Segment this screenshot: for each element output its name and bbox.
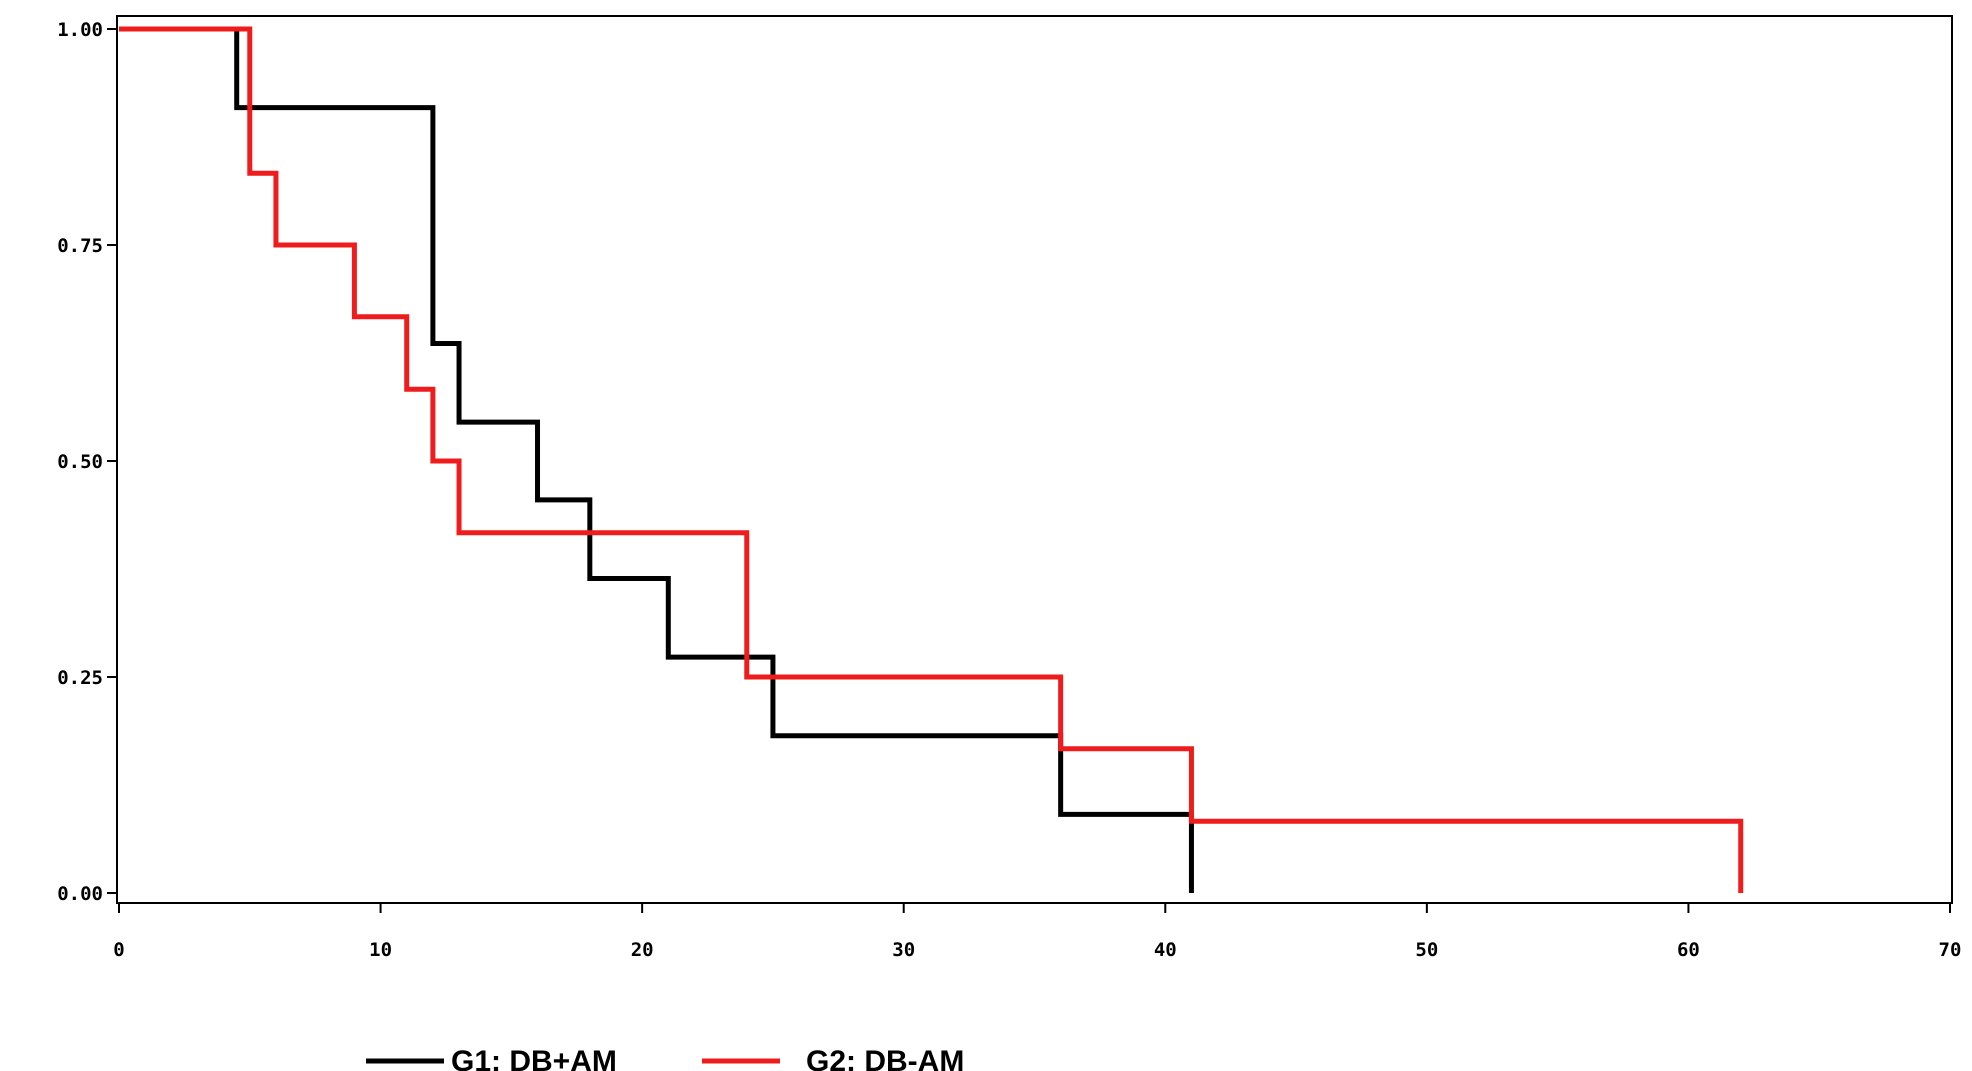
y-axis: 0.00 0.25 0.50 0.75 1.00 bbox=[57, 19, 117, 905]
plot-frame bbox=[116, 15, 1953, 904]
series-line-2 bbox=[119, 26, 1744, 893]
legend: G1: DB+AM G2: DB-AM bbox=[366, 1045, 964, 1071]
y-tick-label: 0.25 bbox=[57, 667, 103, 689]
legend-label-2: G2: DB-AM bbox=[806, 1045, 964, 1071]
y-tick-label: 1.00 bbox=[57, 19, 103, 41]
y-tick-label: 0.50 bbox=[57, 451, 103, 473]
series-layer bbox=[119, 26, 1744, 893]
series-line-1 bbox=[119, 26, 1194, 893]
x-tick-label: 30 bbox=[892, 939, 915, 961]
x-tick-label: 70 bbox=[1939, 939, 1962, 961]
y-tick-label: 0.00 bbox=[57, 883, 103, 905]
x-tick-label: 20 bbox=[631, 939, 654, 961]
y-tick-label: 0.75 bbox=[57, 235, 103, 257]
x-tick-label: 50 bbox=[1415, 939, 1438, 961]
x-tick-label: 60 bbox=[1677, 939, 1700, 961]
x-tick-label: 10 bbox=[369, 939, 392, 961]
x-tick-label: 40 bbox=[1154, 939, 1177, 961]
x-tick-label: 0 bbox=[113, 939, 124, 961]
legend-label-1: G1: DB+AM bbox=[451, 1045, 617, 1071]
x-axis: 0 10 20 30 40 50 60 70 bbox=[113, 903, 1961, 961]
